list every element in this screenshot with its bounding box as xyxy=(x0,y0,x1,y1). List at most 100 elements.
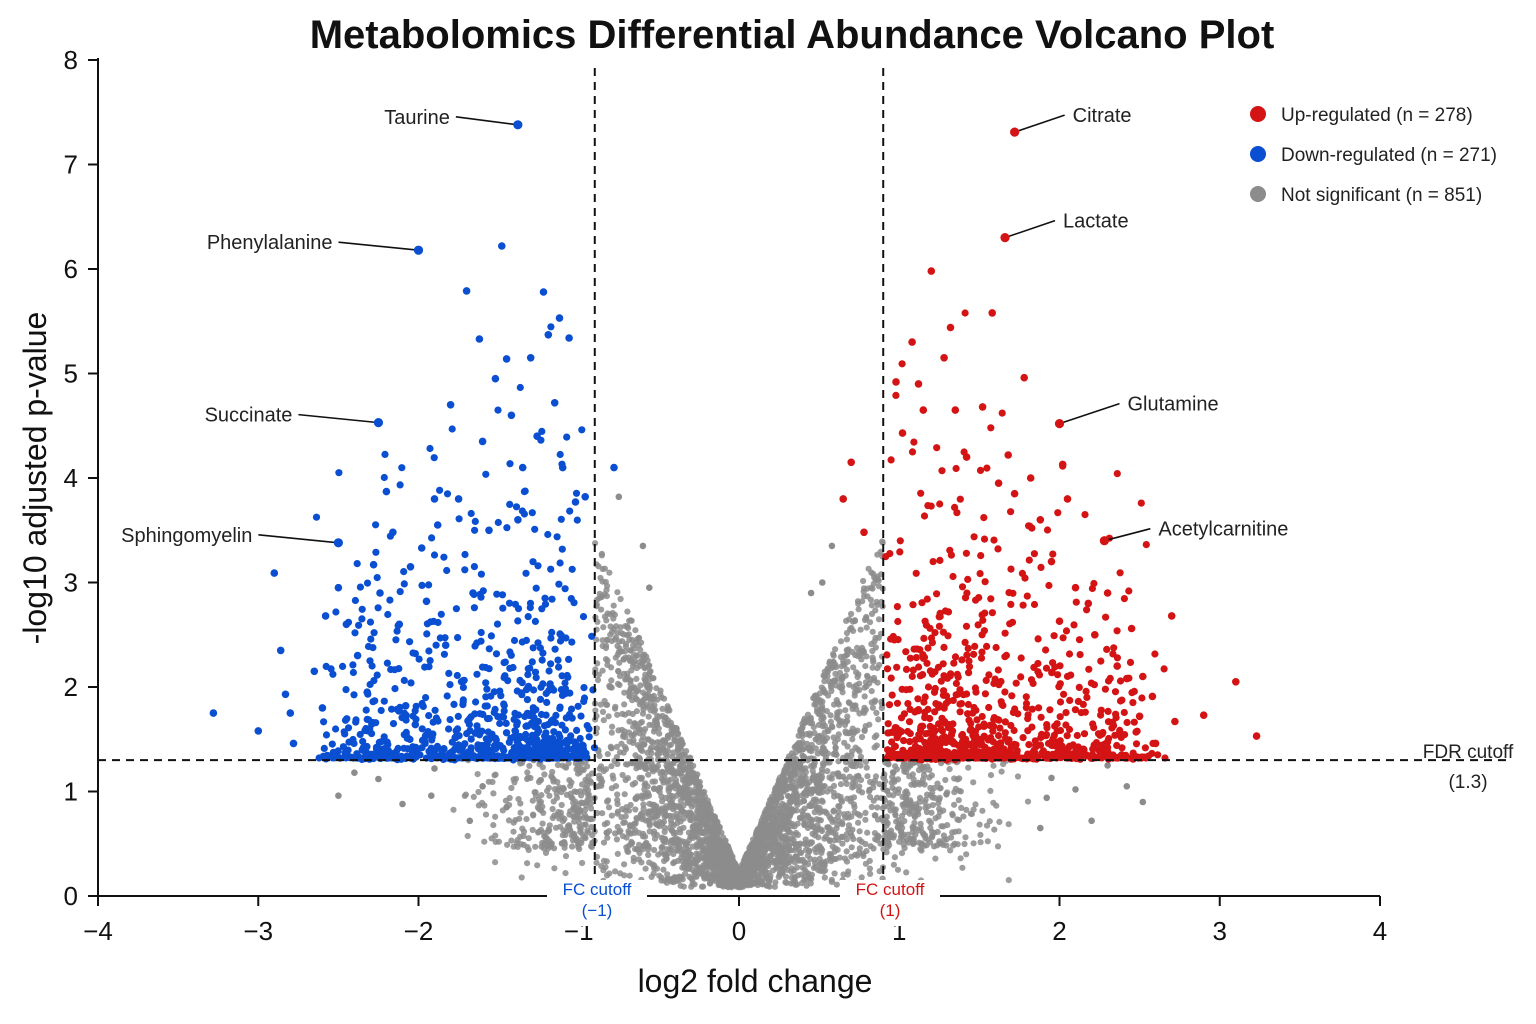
ns-point xyxy=(788,847,795,854)
up-point xyxy=(1090,579,1098,588)
ns-point xyxy=(791,841,799,848)
up-point xyxy=(1008,618,1017,626)
ns-point xyxy=(642,865,649,872)
ns-point xyxy=(957,855,964,862)
up-point xyxy=(1108,724,1116,732)
ns-point xyxy=(783,812,791,819)
ns-point xyxy=(886,791,893,798)
ns-point xyxy=(842,728,849,735)
ns-point xyxy=(610,775,617,782)
up-point xyxy=(1001,688,1009,696)
ns-point xyxy=(428,792,435,799)
ns-point xyxy=(757,860,764,867)
down-point xyxy=(332,608,340,616)
ns-point xyxy=(885,760,892,768)
up-point xyxy=(889,728,897,737)
ns-point xyxy=(830,751,837,758)
up-point xyxy=(993,740,1001,749)
ns-point xyxy=(703,828,710,835)
ns-point xyxy=(704,822,711,830)
ns-point xyxy=(932,815,939,822)
ns-point xyxy=(1048,774,1055,782)
up-point xyxy=(933,444,941,452)
ns-point xyxy=(917,820,924,827)
ns-point xyxy=(956,775,963,782)
up-point xyxy=(951,653,960,661)
up-point xyxy=(980,514,988,522)
ns-point xyxy=(766,837,773,844)
ns-point xyxy=(670,850,677,858)
ns-point xyxy=(624,761,631,768)
ns-point xyxy=(849,736,856,743)
up-point xyxy=(994,716,1002,724)
up-point xyxy=(959,691,968,699)
ns-point xyxy=(832,682,840,689)
down-point xyxy=(367,635,375,643)
ns-point xyxy=(767,852,775,859)
up-point xyxy=(1082,687,1090,696)
ns-point xyxy=(833,834,840,841)
ns-point xyxy=(633,794,640,802)
ns-point xyxy=(656,872,663,879)
ns-point xyxy=(920,772,928,779)
ns-point xyxy=(827,851,835,858)
up-point xyxy=(988,609,997,617)
ns-point xyxy=(809,786,816,793)
down-point xyxy=(320,744,328,753)
ns-point xyxy=(659,843,666,850)
up-point xyxy=(1075,636,1084,644)
ns-point xyxy=(751,879,758,886)
ns-point xyxy=(847,795,854,802)
up-point xyxy=(1097,706,1105,714)
ns-point xyxy=(845,868,852,875)
ns-point xyxy=(793,807,800,814)
ns-point xyxy=(804,740,811,747)
ns-point xyxy=(828,878,836,886)
ns-point xyxy=(819,713,827,720)
ns-point xyxy=(828,687,835,695)
ns-point xyxy=(627,617,634,624)
ns-point xyxy=(668,761,675,768)
ns-point xyxy=(612,783,620,790)
up-point xyxy=(1085,665,1093,673)
ns-point xyxy=(708,833,715,841)
ns-point xyxy=(834,711,841,719)
up-point xyxy=(1102,613,1110,621)
up-point xyxy=(1059,634,1067,642)
up-point xyxy=(884,720,892,728)
ns-point xyxy=(617,595,624,603)
ns-point xyxy=(987,787,994,795)
ns-point xyxy=(846,616,853,623)
down-point xyxy=(578,426,586,434)
down-point xyxy=(431,706,439,714)
up-point xyxy=(922,730,930,738)
down-point xyxy=(494,406,502,414)
ns-point xyxy=(665,705,672,712)
down-point xyxy=(523,696,532,704)
up-point xyxy=(983,464,991,472)
ns-point xyxy=(907,808,914,815)
up-point xyxy=(1129,699,1137,707)
up-point xyxy=(1049,550,1057,558)
ns-point xyxy=(831,701,838,708)
ns-point xyxy=(645,662,652,670)
ns-point xyxy=(578,766,586,773)
ns-point xyxy=(883,849,890,856)
ns-point xyxy=(574,762,582,769)
down-point xyxy=(471,642,479,650)
ns-point xyxy=(835,808,842,816)
ns-point xyxy=(635,856,643,863)
up-point xyxy=(1001,718,1010,726)
ns-point xyxy=(604,582,611,590)
ns-point xyxy=(918,847,925,854)
ns-point xyxy=(712,864,719,871)
ns-point xyxy=(563,791,571,799)
ns-point xyxy=(782,769,790,777)
ns-point xyxy=(871,734,878,741)
ns-point xyxy=(869,628,876,635)
ns-point xyxy=(791,744,798,751)
ns-point xyxy=(682,855,689,863)
up-point xyxy=(1054,509,1062,517)
up-point xyxy=(1070,621,1078,629)
down-point xyxy=(556,450,564,459)
